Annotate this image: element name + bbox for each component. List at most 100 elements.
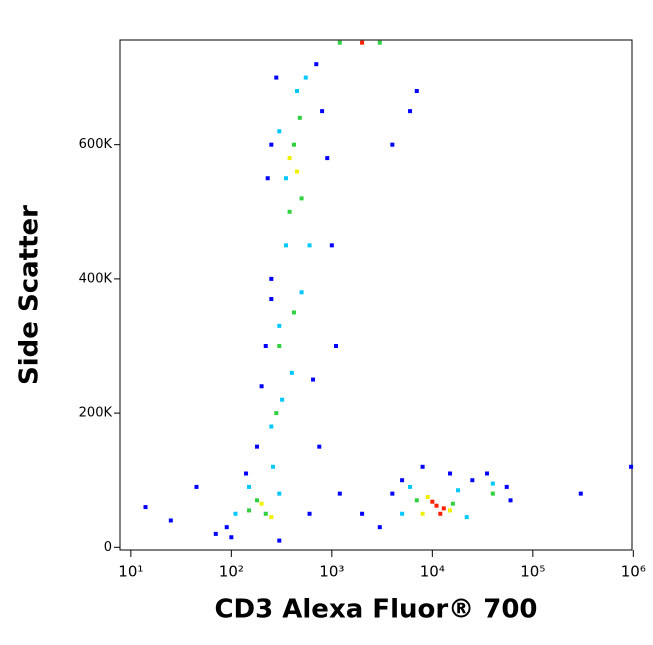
point bbox=[269, 276, 274, 281]
y-tick-label: 600K bbox=[79, 137, 113, 152]
point bbox=[408, 109, 413, 114]
x-axis-label: CD3 Alexa Fluor® 700 bbox=[214, 595, 537, 625]
point bbox=[508, 498, 513, 503]
point bbox=[269, 424, 274, 429]
point bbox=[194, 484, 199, 489]
point bbox=[337, 491, 342, 496]
point bbox=[448, 471, 453, 476]
x-tick-label: 10⁵ bbox=[520, 563, 545, 581]
point bbox=[470, 478, 475, 483]
point bbox=[420, 464, 425, 469]
point bbox=[274, 75, 279, 80]
point bbox=[269, 297, 274, 302]
point bbox=[269, 515, 274, 520]
point bbox=[294, 89, 299, 93]
y-tick-label: 400K bbox=[79, 271, 113, 286]
y-tick-label: 0 bbox=[104, 540, 112, 555]
point bbox=[420, 511, 425, 516]
y-axis-label: Side Scatter bbox=[15, 205, 45, 385]
point bbox=[233, 511, 238, 516]
point bbox=[271, 464, 276, 469]
point bbox=[254, 498, 259, 503]
x-tick-label: 10² bbox=[219, 563, 244, 581]
point bbox=[425, 494, 430, 499]
point bbox=[263, 511, 268, 516]
point bbox=[291, 142, 296, 147]
point bbox=[317, 444, 322, 449]
point bbox=[377, 525, 382, 530]
point bbox=[303, 75, 308, 80]
point bbox=[450, 501, 455, 506]
point bbox=[269, 142, 274, 147]
point bbox=[284, 176, 289, 181]
x-tick-label: 10³ bbox=[319, 563, 344, 581]
point bbox=[297, 115, 302, 120]
point bbox=[337, 40, 342, 45]
point bbox=[448, 508, 453, 513]
point bbox=[464, 515, 469, 520]
point bbox=[320, 109, 325, 114]
point bbox=[578, 491, 583, 496]
x-tick-label: 10¹ bbox=[118, 563, 143, 581]
point bbox=[277, 323, 282, 328]
point bbox=[333, 344, 338, 348]
point bbox=[259, 384, 264, 389]
point bbox=[629, 464, 634, 469]
point bbox=[143, 505, 148, 510]
point bbox=[213, 531, 218, 536]
point bbox=[244, 471, 249, 476]
point bbox=[265, 176, 270, 181]
point bbox=[400, 478, 405, 483]
point bbox=[291, 310, 296, 315]
point bbox=[360, 40, 365, 45]
point bbox=[299, 196, 304, 201]
point bbox=[224, 525, 229, 530]
point bbox=[414, 89, 419, 93]
point bbox=[263, 344, 268, 348]
point bbox=[325, 156, 330, 161]
point bbox=[287, 209, 292, 214]
point bbox=[408, 484, 413, 489]
point bbox=[377, 40, 382, 45]
point bbox=[504, 484, 509, 489]
point bbox=[455, 488, 460, 493]
point bbox=[277, 538, 282, 543]
point bbox=[307, 243, 312, 248]
point bbox=[284, 243, 289, 248]
point bbox=[438, 511, 443, 516]
point bbox=[360, 511, 365, 516]
point bbox=[277, 491, 282, 496]
point bbox=[311, 377, 316, 382]
point bbox=[229, 535, 234, 540]
point bbox=[390, 142, 395, 147]
point bbox=[390, 491, 395, 496]
point bbox=[485, 471, 490, 476]
point bbox=[287, 156, 292, 161]
point bbox=[168, 518, 173, 523]
point bbox=[490, 491, 495, 496]
point bbox=[299, 290, 304, 295]
point bbox=[277, 344, 282, 348]
x-tick-label: 10⁶ bbox=[621, 563, 646, 581]
y-tick-label: 200K bbox=[79, 406, 113, 421]
point bbox=[247, 484, 252, 489]
point bbox=[254, 444, 259, 449]
point bbox=[414, 498, 419, 503]
point bbox=[430, 499, 435, 504]
point bbox=[307, 511, 312, 516]
point bbox=[280, 397, 285, 402]
point bbox=[329, 243, 334, 248]
point bbox=[289, 370, 294, 375]
point bbox=[277, 129, 282, 134]
point bbox=[247, 508, 252, 513]
point bbox=[294, 169, 299, 174]
point bbox=[441, 506, 446, 511]
point bbox=[314, 62, 319, 67]
plot-frame bbox=[119, 39, 633, 551]
point bbox=[434, 503, 439, 508]
point bbox=[274, 411, 279, 416]
point bbox=[490, 481, 495, 486]
x-tick-label: 10⁴ bbox=[420, 563, 445, 581]
point bbox=[400, 511, 405, 516]
